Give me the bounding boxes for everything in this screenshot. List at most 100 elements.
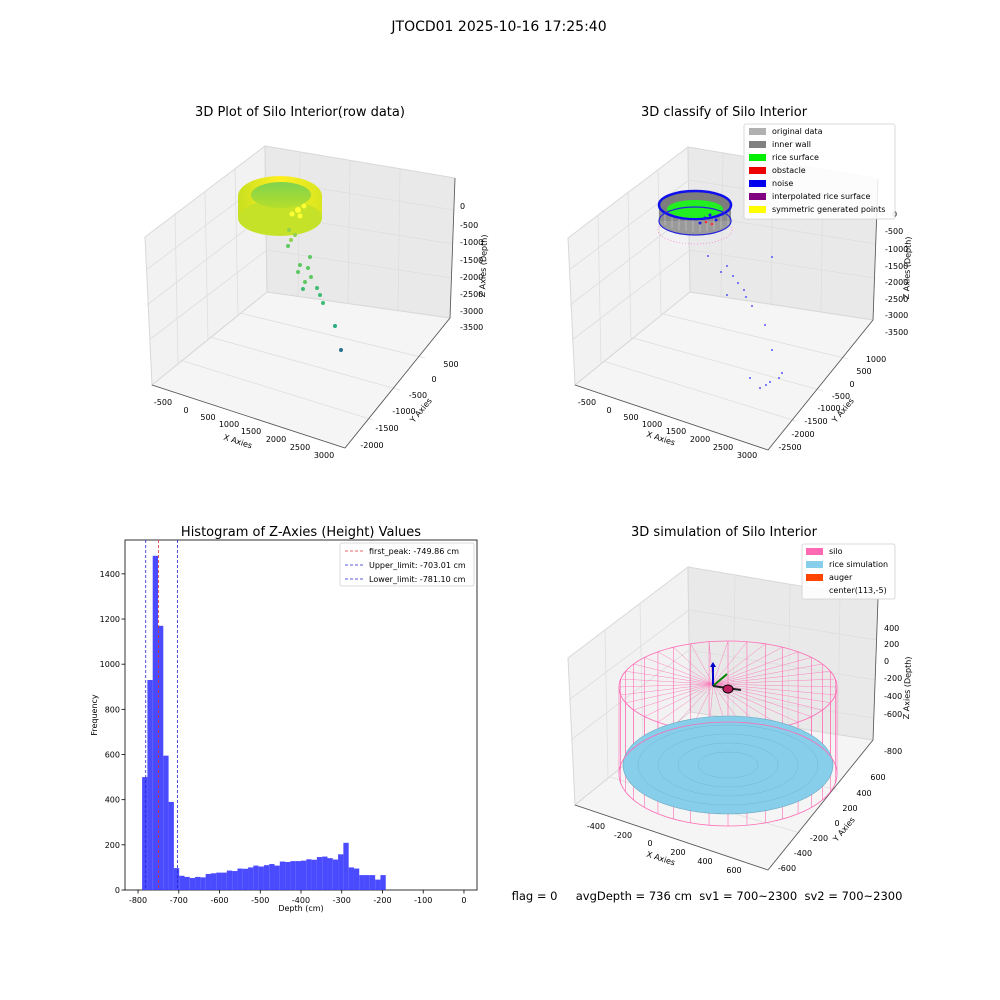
p2-ytick: 500	[856, 367, 871, 376]
histogram-bar	[263, 865, 270, 890]
histogram-bar	[364, 875, 370, 890]
legend-label: obstacle	[772, 166, 806, 175]
center-axis-y	[712, 673, 728, 687]
silo-wireframe	[618, 640, 838, 826]
p4-ztick: -200	[884, 674, 902, 683]
p4-ztick: -400	[884, 692, 902, 701]
silo-roof-spoke	[625, 671, 714, 685]
panel2-classified-cloud	[657, 189, 733, 245]
p1-ztick: -2500	[460, 290, 483, 299]
silo-roof-spoke	[618, 683, 714, 688]
histogram-bar	[158, 625, 164, 890]
p1-ztick: -3500	[460, 323, 483, 332]
histogram-legend: first_peak: -749.86 cm Upper_limit: -703…	[339, 542, 475, 587]
p4-xtick: 0	[647, 839, 652, 848]
rice-simulation-surface	[622, 715, 834, 815]
legend-label: first_peak: -749.86 cm	[369, 547, 459, 556]
histogram-bar	[147, 680, 153, 890]
histogram-bar	[380, 875, 386, 890]
p1-ztick: -1500	[460, 256, 483, 265]
p2-ztick: -2500	[885, 295, 908, 304]
p4-ztick: -800	[884, 747, 902, 756]
legend-label: Lower_limit: -781.10 cm	[369, 575, 466, 584]
silo-roof-spoke	[712, 651, 799, 685]
panel-simulation-3d: 3D simulation of Silo Interior -400 -200…	[567, 525, 913, 875]
p1-xtick: 0	[183, 406, 188, 415]
histogram-bar	[332, 859, 339, 890]
histogram-bar	[279, 861, 286, 890]
y-tick-label: 400	[105, 796, 120, 805]
legend-label: original data	[772, 127, 823, 136]
histogram-bar	[184, 876, 190, 890]
histogram-bar	[343, 842, 349, 890]
p4-xtick: 400	[697, 857, 712, 866]
x-tick-label: -100	[414, 896, 432, 905]
p2-ztick: -1000	[885, 245, 908, 254]
histogram-bar	[359, 875, 365, 890]
silo-roof-spoke	[644, 683, 714, 717]
p2-ytick: -2000	[791, 430, 814, 439]
panel1-title: 3D Plot of Silo Interior(row data)	[195, 105, 405, 120]
p4-ytick: 600	[870, 773, 885, 782]
p1-ytick: -500	[409, 391, 427, 400]
panel2-x-ticks: -500 0 500 1000 1500 2000 2500 3000 X Ax…	[578, 398, 757, 460]
histogram-bar	[142, 777, 148, 890]
y-tick-label: 600	[105, 751, 120, 760]
histogram-bar	[369, 875, 376, 890]
p2-ytick: -1500	[804, 417, 827, 426]
histogram-bar	[152, 555, 158, 890]
histogram-bar	[189, 878, 196, 890]
p1-ztick: -1000	[460, 238, 483, 247]
p1-ring-inner	[251, 182, 311, 208]
hist-ylabel: Frequency	[90, 694, 99, 736]
silo-roof-spoke	[712, 671, 831, 685]
legend-swatch-auger	[806, 574, 823, 581]
p1-ztick: -3000	[460, 307, 483, 316]
p1-ytick: 0	[431, 375, 436, 384]
p1-ytick: -1500	[375, 424, 398, 433]
panel1-outlier-points	[286, 228, 343, 352]
panel2-noise-points	[707, 255, 783, 389]
p1-xtick: 2500	[290, 443, 310, 452]
histogram-bar	[258, 866, 264, 890]
silo-roof-spoke	[620, 683, 714, 696]
histogram-bar	[327, 858, 333, 890]
p2-ytick: 0	[849, 380, 854, 389]
silo-roof-spoke	[657, 683, 714, 723]
rice-surface-body	[623, 716, 833, 814]
histogram-bar	[221, 872, 227, 890]
histogram-bar	[375, 879, 381, 890]
silo-roof-spoke	[644, 657, 714, 685]
histogram-bar	[216, 872, 222, 890]
panel4-z-ticks: 400 200 0 -200 -400 -600 -800 Z Axies (D…	[884, 624, 913, 756]
p1-xtick: 500	[200, 413, 215, 422]
legend-swatch-rice	[806, 561, 823, 568]
p4-ytick: 400	[856, 789, 871, 798]
histogram-bar	[242, 868, 249, 890]
p1-ytick: 500	[443, 360, 458, 369]
legend-label: interpolated rice surface	[772, 192, 870, 201]
silo-roof-spoke	[673, 646, 714, 685]
histogram-x-ticks: -800 -700 -600 -500 -400 -300 -200 -100 0	[129, 890, 467, 905]
histogram-reference-lines	[145, 540, 178, 890]
p1-xtick: 1000	[219, 420, 239, 429]
x-tick-label: -600	[210, 896, 228, 905]
histogram-bars	[142, 555, 386, 890]
silo-roof-spoke	[712, 683, 836, 696]
silo-roof-spoke	[712, 663, 823, 685]
p4-ytick: -600	[778, 864, 796, 873]
p2-xtick: 0	[606, 406, 611, 415]
histogram-bar	[205, 873, 211, 890]
histogram-bar	[353, 868, 360, 890]
y-tick-label: 800	[105, 705, 120, 714]
x-tick-label: -700	[170, 896, 188, 905]
p4-xtick: 600	[726, 866, 741, 875]
auger-point	[722, 684, 734, 694]
p2-xtick: 1500	[666, 427, 686, 436]
silo-roof-spoke	[712, 640, 729, 685]
p4-ztick: 200	[884, 640, 899, 649]
legend-swatch-symmetric	[749, 206, 766, 213]
panel4-legend: silo rice simulation auger center(113,-5…	[801, 543, 896, 600]
p4-zlabel: Z Axies (Depth)	[902, 656, 913, 719]
